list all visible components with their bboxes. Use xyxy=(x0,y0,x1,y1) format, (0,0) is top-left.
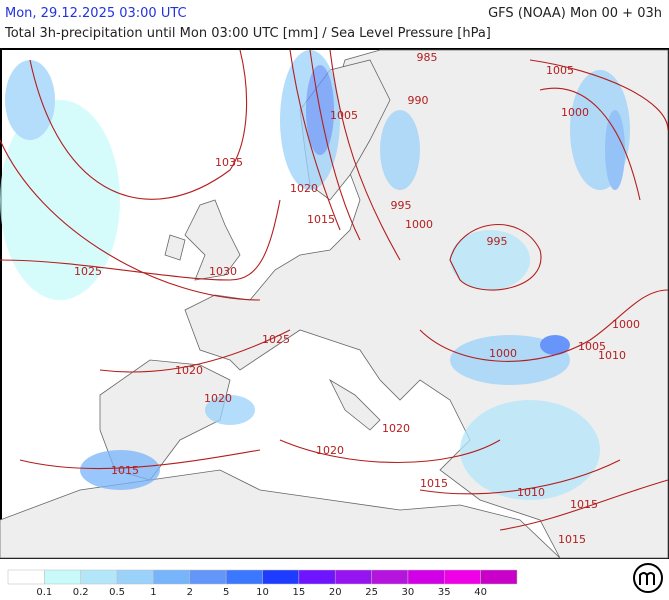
legend-label: 0.5 xyxy=(109,587,125,598)
legend-swatch xyxy=(444,569,481,585)
isobar-label: 1015 xyxy=(570,498,598,511)
legend-label: 0.1 xyxy=(36,587,52,598)
isobar-label: 1015 xyxy=(307,213,335,226)
isobar-label: 1015 xyxy=(111,464,139,477)
legend: 0.1 0.2 0.5 1 2 5 10 15 20 25 30 35 40 xyxy=(7,569,518,598)
isobar-label: 1020 xyxy=(382,422,410,435)
isobar-label: 995 xyxy=(391,199,412,212)
isobar-label: 1035 xyxy=(215,156,243,169)
isobar-label: 985 xyxy=(417,51,438,64)
model-run: GFS (NOAA) Mon 00 + 03h xyxy=(488,6,662,21)
legend-label: 10 xyxy=(256,587,269,598)
legend-label: 35 xyxy=(438,587,451,598)
isobar-label: 1015 xyxy=(558,533,586,546)
legend-swatch xyxy=(116,569,154,585)
isobar-label: 1010 xyxy=(598,349,626,362)
legend-swatch xyxy=(189,569,227,585)
isobar-label: 1000 xyxy=(561,106,589,119)
isobar-label: 1020 xyxy=(290,182,318,195)
isobar-label: 1010 xyxy=(517,486,545,499)
isobar-lines xyxy=(0,49,669,531)
legend-swatch xyxy=(225,569,263,585)
description: Total 3h-precipitation until Mon 03:00 U… xyxy=(5,26,491,41)
isobar-label: 1025 xyxy=(262,333,290,346)
legend-label: 1 xyxy=(150,587,156,598)
isobar-label: 990 xyxy=(408,94,429,107)
legend-swatch xyxy=(371,569,409,585)
isobar-label: 1005 xyxy=(578,340,606,353)
legend-swatch xyxy=(480,569,518,585)
legend-swatch xyxy=(80,569,118,585)
logo xyxy=(633,563,663,593)
isobar-label: 995 xyxy=(487,235,508,248)
legend-swatch xyxy=(7,569,45,585)
datetime: Mon, 29.12.2025 03:00 UTC xyxy=(5,6,187,21)
isobar-label: 1020 xyxy=(175,364,203,377)
isobar-label: 1025 xyxy=(74,265,102,278)
legend-swatch xyxy=(153,569,191,585)
isobar-label: 1000 xyxy=(612,318,640,331)
legend-label: 25 xyxy=(365,587,378,598)
legend-swatch xyxy=(298,569,336,585)
legend-label: 2 xyxy=(187,587,193,598)
isobar-label: 1005 xyxy=(330,109,358,122)
legend-swatch xyxy=(262,569,300,585)
legend-label: 20 xyxy=(329,587,342,598)
isobar-label: 1000 xyxy=(405,218,433,231)
legend-swatch xyxy=(334,569,372,585)
isobar-label: 1005 xyxy=(546,64,574,77)
legend-label: 40 xyxy=(474,587,487,598)
isobar-label: 1020 xyxy=(316,444,344,457)
legend-label: 5 xyxy=(223,587,229,598)
legend-label: 15 xyxy=(292,587,305,598)
isobar-label: 1020 xyxy=(204,392,232,405)
legend-swatch xyxy=(44,569,81,585)
isobar-labels: 985 1005 990 1000 1005 1035 1020 995 1015 1000 995… xyxy=(74,51,640,546)
isobar-label: 1030 xyxy=(209,265,237,278)
legend-swatch xyxy=(407,569,445,585)
isobar-label: 1000 xyxy=(489,347,517,360)
isobar-label: 1015 xyxy=(420,477,448,490)
legend-label: 30 xyxy=(402,587,415,598)
precipitation xyxy=(0,50,630,500)
legend-label: 0.2 xyxy=(73,587,89,598)
